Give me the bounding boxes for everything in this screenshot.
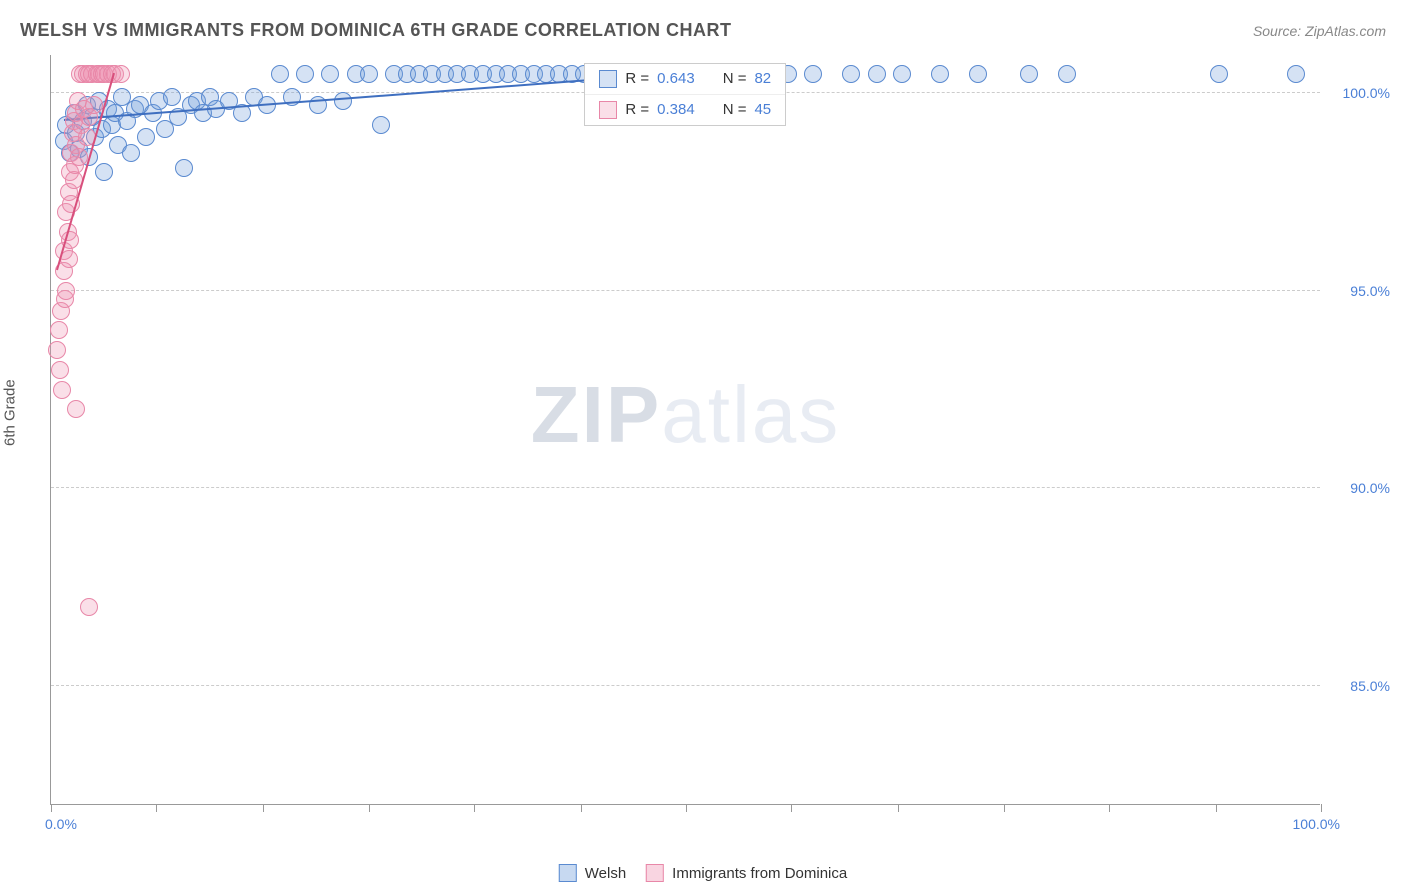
point-welsh [334,92,352,110]
point-welsh [842,65,860,83]
point-welsh [1210,65,1228,83]
chart-area: ZIPatlas 85.0%90.0%95.0%100.0%0.0%100.0%… [50,55,1386,842]
x-tick-label: 0.0% [45,816,77,832]
point-welsh [868,65,886,83]
point-welsh [1287,65,1305,83]
point-welsh [804,65,822,83]
point-welsh [95,163,113,181]
legend-bottom: Welsh Immigrants from Dominica [559,864,847,882]
x-tick [1321,804,1322,812]
stats-r-value: 0.643 [657,70,695,87]
source-attribution: Source: ZipAtlas.com [1253,23,1386,39]
chart-title: WELSH VS IMMIGRANTS FROM DOMINICA 6TH GR… [20,20,731,41]
stats-row: R = 0.384 N = 45 [585,95,785,125]
x-tick [263,804,264,812]
legend-label: Welsh [585,865,626,882]
watermark-zip: ZIP [531,370,661,459]
point-welsh [1020,65,1038,83]
stats-r-label: R = [625,101,649,118]
gridline-h [51,290,1320,291]
point-welsh [163,88,181,106]
stats-n-value: 45 [754,101,771,118]
point-welsh [271,65,289,83]
legend-label: Immigrants from Dominica [672,865,847,882]
watermark: ZIPatlas [531,369,840,461]
x-tick [1004,804,1005,812]
point-welsh [122,144,140,162]
point-welsh [296,65,314,83]
x-tick-label: 100.0% [1293,816,1340,832]
point-welsh [360,65,378,83]
y-tick-label: 90.0% [1350,480,1390,496]
x-tick [898,804,899,812]
point-dominica [80,598,98,616]
stats-n-label: N = [723,70,747,87]
stats-n-label: N = [723,101,747,118]
gridline-h [51,487,1320,488]
point-dominica [57,282,75,300]
point-welsh [893,65,911,83]
x-tick [581,804,582,812]
point-welsh [931,65,949,83]
stats-swatch [599,70,617,88]
point-welsh [969,65,987,83]
x-tick [51,804,52,812]
point-dominica [53,381,71,399]
x-tick [369,804,370,812]
x-tick [686,804,687,812]
point-dominica [85,96,103,114]
legend-swatch-blue [559,864,577,882]
point-dominica [70,148,88,166]
stats-swatch [599,101,617,119]
point-welsh [321,65,339,83]
watermark-atlas: atlas [661,370,840,459]
point-welsh [1058,65,1076,83]
stats-legend: R = 0.643 N = 82 R = 0.384 N = 45 [584,63,786,126]
stats-n-value: 82 [754,70,771,87]
y-axis-title: 6th Grade [2,379,19,446]
stats-r-label: R = [625,70,649,87]
x-tick [474,804,475,812]
gridline-h [51,685,1320,686]
legend-swatch-pink [646,864,664,882]
x-tick [156,804,157,812]
y-tick-label: 95.0% [1350,283,1390,299]
plot-area: ZIPatlas 85.0%90.0%95.0%100.0%0.0%100.0%… [50,55,1320,805]
stats-row: R = 0.643 N = 82 [585,64,785,95]
point-welsh [175,159,193,177]
legend-item-dominica: Immigrants from Dominica [646,864,847,882]
x-tick [1216,804,1217,812]
stats-r-value: 0.384 [657,101,695,118]
point-dominica [67,400,85,418]
point-dominica [50,321,68,339]
x-tick [791,804,792,812]
legend-item-welsh: Welsh [559,864,626,882]
point-welsh [137,128,155,146]
point-welsh [372,116,390,134]
point-dominica [51,361,69,379]
x-tick [1109,804,1110,812]
y-tick-label: 85.0% [1350,678,1390,694]
y-tick-label: 100.0% [1343,85,1390,101]
point-dominica [48,341,66,359]
